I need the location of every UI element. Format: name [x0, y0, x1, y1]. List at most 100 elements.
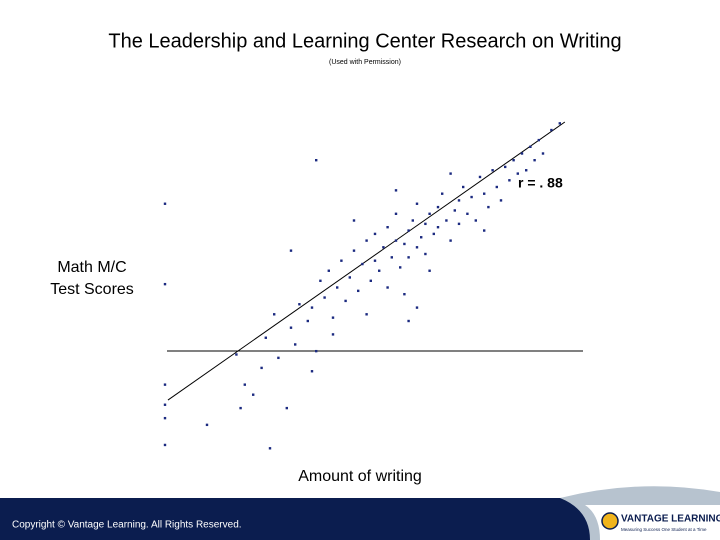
point [432, 232, 435, 236]
point [352, 249, 356, 252]
point [462, 185, 465, 189]
point [163, 443, 167, 447]
point [163, 416, 167, 420]
point [331, 316, 335, 319]
point [420, 236, 423, 239]
point [205, 423, 209, 427]
point [474, 219, 477, 222]
point [373, 232, 377, 236]
logo-text: VANTAGE LEARNING [621, 514, 720, 525]
point [449, 239, 452, 242]
point [285, 406, 288, 410]
point [470, 195, 473, 199]
point [495, 185, 498, 189]
point [466, 212, 469, 215]
point [415, 306, 419, 309]
point [512, 159, 515, 162]
point [298, 303, 301, 306]
point [453, 209, 456, 212]
logo-area [585, 505, 720, 540]
point [533, 159, 536, 162]
point [357, 289, 360, 293]
logo-icon [601, 512, 619, 530]
point [289, 326, 293, 329]
point [436, 226, 440, 229]
point [327, 269, 330, 272]
logo-tagline: Measuring Success One Student at a Time [621, 527, 707, 532]
point [306, 319, 309, 323]
point [243, 383, 246, 386]
point [394, 239, 398, 242]
point [344, 299, 347, 303]
point [319, 279, 322, 282]
chart-subtitle: (Used with Permission) [329, 59, 401, 66]
point [239, 406, 242, 410]
point [315, 349, 318, 353]
point [441, 192, 444, 195]
point [403, 293, 406, 296]
point [365, 239, 368, 242]
point [445, 219, 448, 222]
point [491, 169, 494, 172]
point [541, 152, 545, 155]
point [352, 219, 356, 222]
point [323, 296, 326, 299]
point [550, 128, 553, 132]
trend-line [167, 121, 566, 401]
point [436, 205, 440, 209]
point [163, 202, 167, 205]
point [163, 383, 167, 386]
point [336, 286, 339, 289]
point [403, 242, 406, 246]
point [294, 343, 297, 346]
point [483, 192, 486, 195]
point [407, 319, 410, 323]
x-axis-label: Amount of writing [298, 468, 422, 485]
point [516, 172, 519, 175]
point [399, 266, 402, 269]
point [289, 249, 293, 252]
point [310, 306, 314, 309]
point [394, 189, 398, 192]
point [235, 353, 238, 356]
point [449, 172, 452, 175]
point [525, 169, 528, 172]
point [331, 333, 335, 336]
point [504, 165, 507, 169]
point [407, 256, 410, 259]
point [386, 286, 389, 289]
point [252, 393, 255, 396]
point [390, 256, 393, 259]
y-axis-label: Test Scores [50, 281, 134, 298]
point [415, 202, 419, 205]
point [273, 313, 276, 316]
point [340, 259, 343, 262]
point [411, 219, 414, 222]
point [478, 175, 482, 179]
point [163, 282, 167, 286]
point [428, 212, 431, 215]
point [315, 159, 318, 162]
point [382, 246, 385, 249]
point [508, 179, 511, 182]
point [415, 246, 419, 249]
point [373, 259, 377, 262]
chart-title: The Leadership and Learning Center Resea… [108, 30, 621, 52]
point [310, 370, 314, 373]
point [529, 145, 532, 148]
point [483, 229, 486, 232]
point [424, 252, 427, 256]
point [378, 269, 381, 272]
point [260, 366, 263, 370]
copyright: Copyright © Vantage Learning. All Rights… [12, 520, 242, 531]
point [457, 222, 461, 226]
annotation: r = . 88 [518, 175, 563, 191]
point [407, 229, 410, 232]
point [365, 313, 368, 316]
point [348, 276, 351, 279]
point [558, 122, 561, 125]
point [428, 269, 431, 272]
point [457, 199, 461, 202]
point [386, 226, 389, 229]
